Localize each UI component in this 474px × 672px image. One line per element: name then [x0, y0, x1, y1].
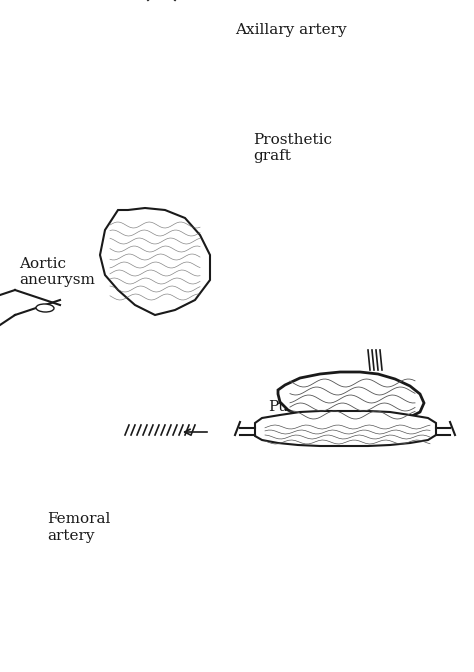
Polygon shape: [100, 208, 210, 315]
Text: Femoral
artery: Femoral artery: [47, 513, 111, 542]
Polygon shape: [255, 411, 436, 446]
Text: Axillary artery: Axillary artery: [235, 24, 346, 37]
Polygon shape: [278, 372, 424, 424]
Ellipse shape: [36, 304, 54, 312]
Text: Aortic
aneurysm: Aortic aneurysm: [19, 257, 95, 287]
Text: Prosthetic
graft: Prosthetic graft: [254, 133, 333, 163]
Text: Pump: Pump: [268, 400, 312, 413]
